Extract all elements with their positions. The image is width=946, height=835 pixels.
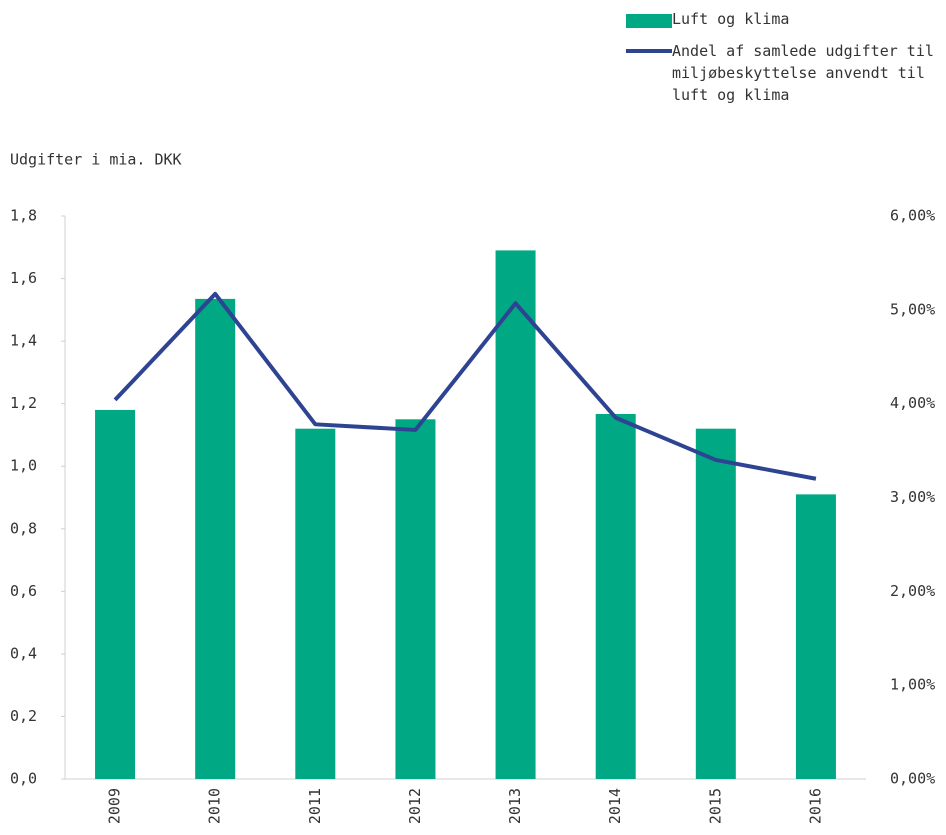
y2-tick-label: 6,00%	[890, 207, 935, 225]
bar	[695, 428, 736, 779]
y-tick-label: 1,2	[10, 394, 37, 412]
legend-swatch	[626, 49, 672, 53]
bar	[795, 494, 836, 779]
x-tick-label: 2016	[806, 788, 824, 824]
x-tick-label: 2011	[306, 788, 324, 824]
x-tick-label: 2015	[706, 788, 724, 824]
bar	[295, 428, 336, 779]
legend-label: Andel af samlede udgifter til miljøbesky…	[672, 42, 934, 104]
bar	[595, 413, 636, 779]
bar	[195, 298, 236, 779]
y-tick-label: 0,0	[10, 770, 37, 788]
x-tick-label: 2009	[106, 788, 124, 824]
x-tick-label: 2013	[506, 788, 524, 824]
y-tick-label: 0,6	[10, 582, 37, 600]
y-tick-label: 1,6	[10, 269, 37, 287]
x-tick-label: 2014	[606, 788, 624, 824]
y2-tick-label: 1,00%	[890, 676, 935, 694]
y-tick-label: 1,8	[10, 207, 37, 225]
y-tick-label: 0,4	[10, 644, 37, 662]
x-tick-label: 2010	[206, 788, 224, 824]
y-tick-label: 0,8	[10, 519, 37, 537]
legend-swatch	[626, 14, 672, 28]
y2-tick-label: 2,00%	[890, 582, 935, 600]
y2-tick-label: 3,00%	[890, 488, 935, 506]
x-tick-label: 2012	[406, 788, 424, 824]
line	[113, 291, 817, 481]
bar	[495, 250, 536, 780]
bar	[95, 409, 136, 779]
y-tick-label: 1,0	[10, 457, 37, 475]
y2-tick-label: 4,00%	[890, 394, 935, 412]
legend: Luft og klima Andel af samlede udgifter t…	[626, 8, 942, 116]
y-tick-label: 0,2	[10, 707, 37, 725]
bar	[395, 419, 436, 779]
legend-label: Luft og klima	[672, 10, 790, 28]
y2-tick-label: 5,00%	[890, 300, 935, 318]
y2-tick-label: 0,00%	[890, 770, 935, 788]
legend-item: Andel af samlede udgifter til miljøbesky…	[626, 40, 942, 106]
y-tick-label: 1,4	[10, 332, 37, 350]
y-axis-title: Udgifter i mia. DKK	[10, 151, 182, 169]
legend-item: Luft og klima	[626, 8, 942, 30]
